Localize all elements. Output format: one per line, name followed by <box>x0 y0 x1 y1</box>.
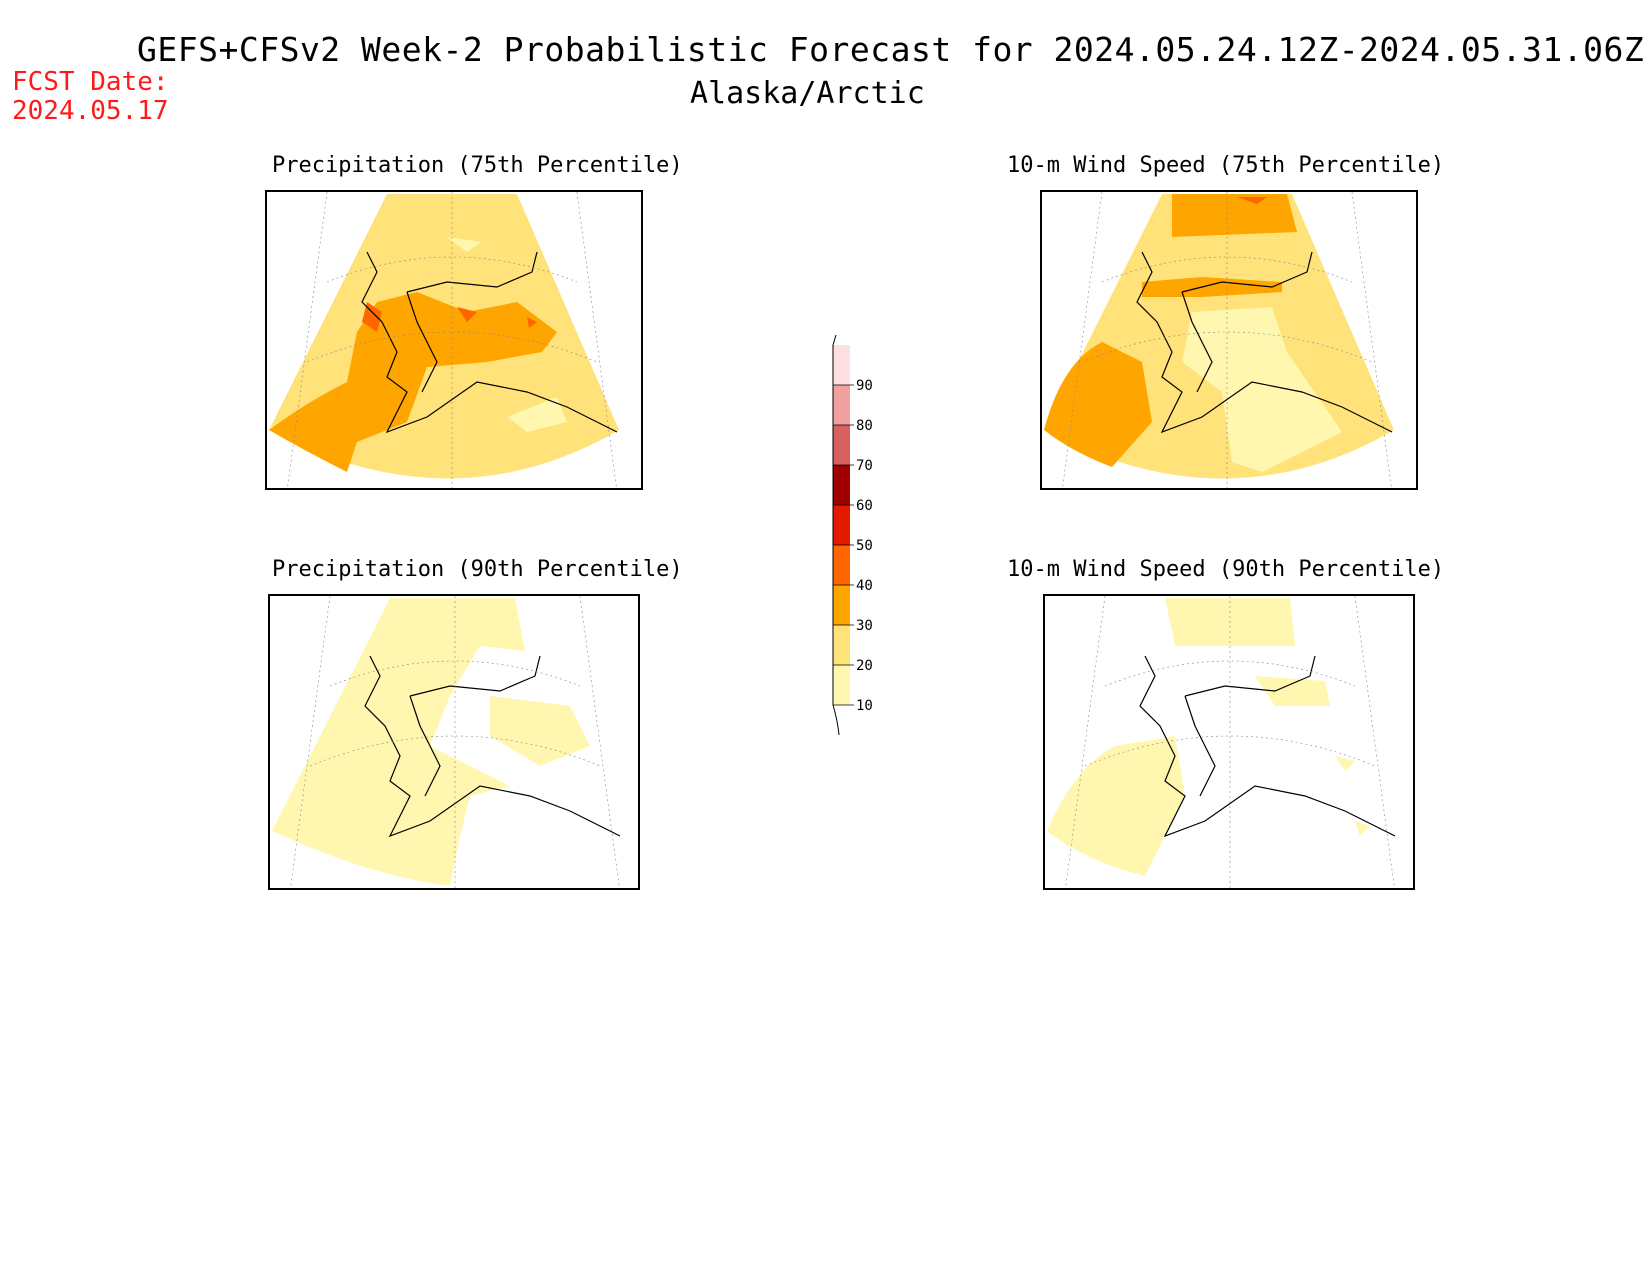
colorbar-tick-label: 80 <box>856 418 873 434</box>
high-prob-band <box>1142 277 1282 297</box>
colorbar-swatch <box>833 385 850 425</box>
colorbar-tick-label: 70 <box>856 458 873 474</box>
colorbar: 10 20 30 40 50 60 70 80 90 <box>820 302 880 748</box>
map-panel-precip-75 <box>265 190 643 490</box>
colorbar-swatch <box>833 465 850 505</box>
high-prob-region-2 <box>1044 342 1152 467</box>
forecast-date-label: FCST Date: <box>12 67 169 97</box>
coastline <box>364 655 621 838</box>
figure-title-text: GEFS+CFSv2 Week-2 Probabilistic Forecast… <box>137 30 1645 69</box>
colorbar-swatch <box>833 505 850 545</box>
map-panel-precip-90 <box>268 594 640 890</box>
graticule <box>290 596 620 888</box>
higher-prob-spot <box>1237 197 1267 204</box>
low-prob-region <box>1182 307 1342 472</box>
colorbar-tick-label: 40 <box>856 578 873 594</box>
colorbar-tick-label: 20 <box>856 658 873 674</box>
coastline <box>1136 251 1393 434</box>
forecast-date-value: 2024.05.17 <box>12 96 169 126</box>
coastline <box>1139 655 1396 838</box>
colorbar-tick-label: 30 <box>856 618 873 634</box>
graticule <box>1065 596 1395 888</box>
map-wind-90 <box>1047 596 1396 888</box>
map-precip-75 <box>269 192 619 488</box>
high-prob-region <box>269 292 557 472</box>
coastline <box>361 251 618 434</box>
low-prob-region-2 <box>490 696 590 766</box>
map-wind-75 <box>1044 192 1394 488</box>
forecast-date-block: FCST Date: 2024.05.17 <box>12 68 169 126</box>
graticule <box>1062 192 1392 488</box>
colorbar-tick-label: 90 <box>856 378 873 394</box>
low-prob-region <box>272 598 525 886</box>
low-prob-region <box>447 237 567 432</box>
low-prob-region-2 <box>1047 736 1185 876</box>
panel-title-precip-75: Precipitation (75th Percentile) <box>272 153 683 178</box>
map-panel-wind-75 <box>1040 190 1418 490</box>
colorbar-tick-label: 60 <box>856 498 873 514</box>
colorbar-tick-label: 50 <box>856 538 873 554</box>
colorbar-swatch <box>833 545 850 585</box>
region-subtitle: Alaska/Arctic <box>690 76 925 111</box>
colorbar-svg: 10 20 30 40 50 60 70 80 90 <box>832 302 873 748</box>
panel-title-precip-90: Precipitation (90th Percentile) <box>272 557 683 582</box>
colorbar-swatch <box>833 625 850 665</box>
high-prob-region <box>1172 194 1297 237</box>
colorbar-swatch <box>833 345 850 385</box>
map-precip-90 <box>272 596 621 888</box>
colorbar-top-cap <box>832 302 841 346</box>
colorbar-swatch <box>833 425 850 465</box>
graticule <box>287 192 617 488</box>
colorbar-swatch <box>833 585 850 625</box>
low-prob-spots <box>1255 676 1370 836</box>
map-panel-wind-90 <box>1043 594 1415 890</box>
panel-title-wind-90: 10-m Wind Speed (90th Percentile) <box>1007 557 1445 582</box>
panel-title-wind-75: 10-m Wind Speed (75th Percentile) <box>1007 153 1445 178</box>
colorbar-tick-label: 10 <box>856 698 873 714</box>
colorbar-bottom-cap <box>832 704 841 748</box>
colorbar-swatch <box>833 665 850 705</box>
